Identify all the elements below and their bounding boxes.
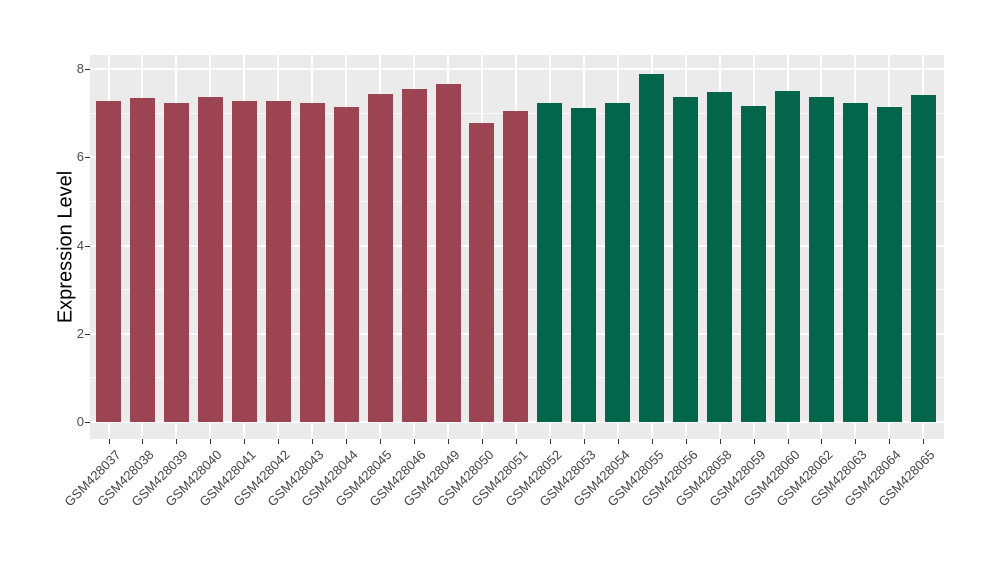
bar-GSM428044 (333, 106, 359, 422)
y-tick-label: 6 (76, 149, 84, 165)
bar-GSM428046 (401, 88, 427, 422)
bar-GSM428059 (741, 105, 767, 422)
bar-GSM428054 (605, 102, 631, 422)
y-tick-label: 8 (76, 61, 84, 76)
y-tick-mark (85, 157, 90, 159)
x-tick-mark (312, 439, 314, 444)
major-gridline (90, 421, 944, 423)
y-tick-mark (85, 69, 90, 70)
x-tick-mark (685, 439, 687, 444)
x-tick-mark (346, 439, 348, 444)
bar-GSM428045 (367, 93, 393, 422)
y-tick-label: 0 (76, 414, 84, 429)
bar-GSM428051 (503, 110, 529, 422)
y-tick-mark (85, 333, 90, 335)
bar-GSM428049 (435, 84, 461, 422)
bar-GSM428058 (707, 91, 733, 422)
x-tick-mark (176, 439, 178, 444)
bar-GSM428052 (537, 103, 563, 422)
bar-GSM428041 (231, 100, 257, 422)
x-tick-mark (787, 439, 789, 444)
x-tick-mark (583, 439, 585, 444)
bar-GSM428063 (842, 102, 868, 422)
bar-GSM428042 (265, 100, 291, 422)
bar-GSM428062 (808, 96, 834, 422)
x-tick-mark (515, 439, 517, 444)
bar-GSM428065 (910, 95, 936, 422)
x-tick-mark (380, 439, 382, 444)
x-tick-mark (821, 439, 823, 444)
x-tick-mark (108, 439, 110, 444)
x-tick-mark (244, 439, 246, 444)
x-tick-mark (549, 439, 551, 444)
y-tick-mark (85, 245, 90, 247)
bar-GSM428038 (129, 97, 155, 422)
y-tick-label: 4 (76, 237, 84, 253)
bar-GSM428043 (299, 103, 325, 422)
x-tick-mark (753, 439, 755, 444)
bar-GSM428050 (469, 122, 495, 422)
x-tick-mark (617, 439, 619, 444)
x-tick-mark (414, 439, 416, 444)
bar-GSM428055 (639, 73, 665, 422)
bar-GSM428056 (673, 96, 699, 422)
bar-GSM428064 (876, 106, 902, 422)
x-tick-mark (481, 439, 483, 444)
x-tick-mark (210, 439, 212, 444)
major-gridline (90, 68, 944, 70)
bar-GSM428039 (163, 102, 189, 422)
y-tick-label: 2 (76, 325, 84, 341)
x-tick-mark (142, 439, 144, 444)
x-tick-mark (855, 439, 857, 444)
bar-GSM428053 (571, 108, 597, 422)
x-tick-mark (651, 439, 653, 444)
x-tick-mark (889, 439, 891, 444)
x-tick-mark (719, 439, 721, 444)
bar-GSM428040 (197, 96, 223, 422)
x-tick-mark (448, 439, 449, 444)
plot-area (90, 55, 944, 439)
bar-GSM428060 (775, 91, 800, 422)
x-tick-mark (923, 439, 925, 444)
y-tick-mark (85, 422, 90, 423)
x-tick-mark (278, 439, 280, 444)
bar-GSM428037 (96, 100, 121, 422)
